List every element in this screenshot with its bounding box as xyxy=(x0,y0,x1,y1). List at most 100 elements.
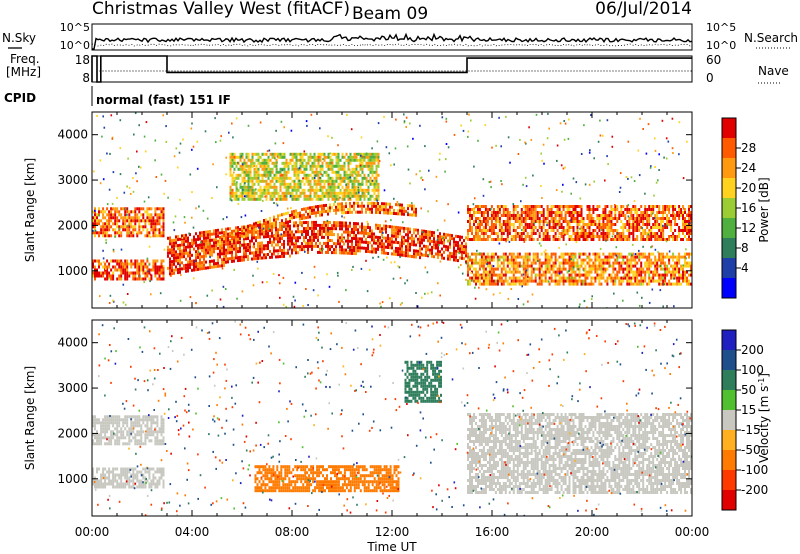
velocity-ytick-label-0: 1000 xyxy=(57,472,88,486)
time-tick-3: 12:00 xyxy=(375,525,410,539)
velocity-cbar-swatch-4 xyxy=(722,410,736,430)
freq-unit: [MHz] xyxy=(6,65,41,79)
velocity-feature-3 xyxy=(404,360,442,403)
power-feature-1 xyxy=(92,207,165,238)
velocity-colorbar-label: Velocity [m s-1] xyxy=(757,373,771,463)
cpid-panel: CPID normal (fast) 151 IF xyxy=(4,86,231,107)
time-axis: 00:00 04:00 08:00 12:00 16:00 20:00 00:00 xyxy=(75,525,710,539)
nsearch-label: N.Search xyxy=(744,31,798,45)
time-tick-0: 00:00 xyxy=(75,525,110,539)
velocity-feature-4 xyxy=(467,413,692,494)
velocity-cbar-swatch-8 xyxy=(722,330,736,350)
station-title: Christmas Valley West (fitACF) xyxy=(92,0,350,19)
power-colorbar-label: Power [dB] xyxy=(757,177,771,242)
power-panel: 1000 2000 3000 4000 Slant Range [km] 4 8 12 16… xyxy=(23,111,771,309)
nsky-tick-top-right: 10^5 xyxy=(706,21,736,34)
beam-label: Beam 09 xyxy=(352,4,428,24)
time-tick-5: 20:00 xyxy=(575,525,610,539)
velocity-feature-1 xyxy=(92,415,165,446)
freq-tick-bottom-left: 8 xyxy=(82,71,90,85)
freq-panel: Freq. [MHz] 18 8 60 0 Nave xyxy=(6,52,789,85)
time-axis-label: Time UT xyxy=(366,540,417,554)
power-ytick-label-1: 2000 xyxy=(57,218,88,232)
velocity-y-axis-label: Slant Range [km] xyxy=(23,366,37,470)
nsky-tick-bottom-right: 10^0 xyxy=(706,39,736,52)
power-feature-0 xyxy=(92,259,165,281)
power-ytick-label-2: 3000 xyxy=(57,173,88,187)
velocity-cbar-swatch-0 xyxy=(722,490,736,510)
time-tick-2: 08:00 xyxy=(275,525,310,539)
velocity-axes: 1000 2000 3000 4000 xyxy=(57,320,693,516)
velocity-ytick-label-2: 3000 xyxy=(57,381,88,395)
power-cbar-swatch-5 xyxy=(722,178,736,198)
nave-tick-bottom-right: 0 xyxy=(706,71,714,85)
velocity-speckle xyxy=(93,320,692,516)
power-feature-3 xyxy=(217,201,417,248)
velocity-cbar-tick-7: -200 xyxy=(741,483,768,497)
power-cbar-swatch-7 xyxy=(722,138,736,158)
velocity-cbar-swatch-5 xyxy=(722,390,736,410)
velocity-cbar-tick-3: 15 xyxy=(741,403,756,417)
velocity-cbar-swatch-7 xyxy=(722,350,736,370)
velocity-cbar-swatch-3 xyxy=(722,430,736,450)
power-y-axis-label: Slant Range [km] xyxy=(23,158,37,262)
power-cbar-swatch-4 xyxy=(722,198,736,218)
power-feature-2 xyxy=(167,220,467,276)
power-cbar-tick-0: 4 xyxy=(741,261,749,275)
velocity-ytick-label-3: 4000 xyxy=(57,336,88,350)
nsky-tick-top-left: 10^5 xyxy=(60,21,90,34)
velocity-feature-2 xyxy=(254,465,400,493)
velocity-cbar-tick-6: -100 xyxy=(741,463,768,477)
power-colorbar: 4 8 12 16 20 24 28 xyxy=(721,117,756,299)
power-cbar-swatch-2 xyxy=(722,238,736,258)
cpid-label: CPID xyxy=(4,91,36,105)
power-ytick-label-3: 4000 xyxy=(57,128,88,142)
freq-label: Freq. xyxy=(10,52,40,66)
velocity-cbar-swatch-1 xyxy=(722,470,736,490)
velocity-cbar-swatch-2 xyxy=(722,450,736,470)
velocity-cbar-tick-1: 100 xyxy=(741,363,764,377)
power-cbar-tick-1: 8 xyxy=(741,241,749,255)
power-cbar-swatch-1 xyxy=(722,258,736,278)
freq-tick-top-left: 18 xyxy=(75,53,90,67)
velocity-cbar-tick-5: -50 xyxy=(741,443,761,457)
nsky-frame xyxy=(91,23,693,51)
time-tick-4: 16:00 xyxy=(475,525,510,539)
power-field xyxy=(92,112,692,308)
velocity-colorbar: 200 100 50 15 -15 -50 -100 -200 xyxy=(721,329,768,511)
time-tick-6: 00:00 xyxy=(675,525,710,539)
nave-tick-top-right: 60 xyxy=(706,53,721,67)
nave-label: Nave xyxy=(758,64,789,78)
power-cbar-tick-5: 24 xyxy=(741,161,756,175)
power-ytick-label-0: 1000 xyxy=(57,264,88,278)
power-cbar-swatch-8 xyxy=(722,118,736,138)
velocity-cbar-tick-4: -15 xyxy=(741,423,761,437)
power-axes: 1000 2000 3000 4000 xyxy=(57,112,693,308)
velocity-field xyxy=(92,320,692,516)
velocity-ytick-label-1: 2000 xyxy=(57,426,88,440)
velocity-feature-0 xyxy=(92,467,165,489)
power-speckle xyxy=(92,112,691,308)
power-cbar-tick-4: 20 xyxy=(741,181,756,195)
power-cbar-swatch-3 xyxy=(722,218,736,238)
freq-trace xyxy=(91,55,692,83)
nsky-label: N.Sky xyxy=(2,31,36,45)
velocity-cbar-swatch-6 xyxy=(722,370,736,390)
freq-frame xyxy=(91,55,693,83)
date-label: 06/Jul/2014 xyxy=(595,0,692,19)
power-feature-6 xyxy=(467,252,692,286)
velocity-cbar-tick-2: 50 xyxy=(741,383,756,397)
nsearch-trace xyxy=(91,43,693,47)
nsky-panel: N.Sky 10^5 10^0 10^5 10^0 N.Search xyxy=(2,21,798,52)
power-cbar-swatch-6 xyxy=(722,158,736,178)
power-cbar-tick-3: 16 xyxy=(741,201,756,215)
velocity-panel: 1000 2000 3000 4000 Slant Range [km] 200 100… xyxy=(23,319,771,554)
cpid-text: normal (fast) 151 IF xyxy=(96,93,231,107)
nsky-trace xyxy=(92,32,693,50)
power-cbar-tick-6: 28 xyxy=(741,141,756,155)
nsky-tick-bottom-left: 10^0 xyxy=(60,39,90,52)
power-cbar-tick-2: 12 xyxy=(741,221,756,235)
power-feature-5 xyxy=(467,205,692,241)
power-feature-4 xyxy=(229,152,380,201)
